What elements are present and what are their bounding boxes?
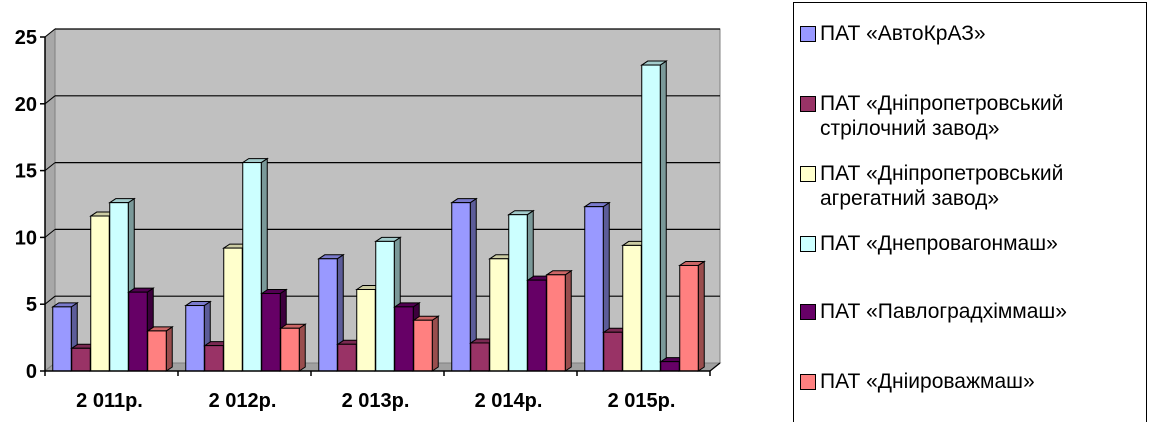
legend-item: ПАТ «Дніироважмаш» [800,369,1145,394]
gridline-side [44,162,56,171]
bar [184,300,212,372]
x-tick-labels: 2 011р. 2 012р. 2 013р. 2 014р. 2 015р. [76,390,675,412]
bar-side [564,269,572,372]
bar-front [375,240,395,372]
legend-swatch [800,26,816,42]
bar-front [508,214,528,372]
bar-front [71,347,91,372]
bar-front [147,330,167,372]
legend-label: ПАТ «Днепровагонмаш» [820,232,1058,255]
bar-side [298,323,306,372]
x-axis-end [709,362,721,372]
bar-front [128,291,148,372]
legend-item: ПАТ «Павлоградхіммаш» [800,299,1145,324]
gridline-side [44,295,56,305]
x-tick-label: 2 011р. [76,390,143,412]
bar-front [470,342,490,372]
bar-front [356,289,376,372]
legend-swatch [800,166,816,182]
bar [279,323,307,372]
bar [146,325,174,372]
bar-front [318,258,338,372]
bar [545,269,573,372]
legend-label: ПАТ «Павлоградхіммаш» [820,300,1067,323]
bar [640,60,668,372]
bar-front [489,258,509,372]
legend-swatch [800,304,816,320]
legend-item: ПАТ «Днепровагонмаш» [800,231,1145,256]
bar-front [185,305,205,372]
bar-front [261,293,281,372]
bar-front [90,215,110,372]
gridline-side [44,229,56,238]
bar-front [622,244,642,372]
y-tick-labels: 0 5 10 15 20 25 [15,27,37,383]
bar-front [337,343,357,372]
bar-front [280,327,300,372]
y-tick-label: 10 [15,227,37,249]
bar-front [451,202,471,372]
y-tick-label: 0 [26,361,37,383]
bar-front [660,361,680,372]
bar-side [659,60,667,372]
bar-front [52,306,72,372]
gridline-side [44,28,56,38]
bar-front [527,279,547,372]
bar [678,260,706,372]
x-tick-label: 2 014р. [475,390,543,412]
bar-front [204,345,224,372]
bar-front [223,247,243,372]
legend-label: ПАТ «Дніироважмаш» [820,370,1035,393]
bar-front [242,162,262,372]
legend-item: ПАТ «АвтоКрАЗ» [800,21,1145,46]
bar-front [546,274,566,372]
legend-swatch [800,236,816,252]
bar [412,315,440,372]
legend-item: ПАТ «Дніпропетровський агрегатний завод» [800,161,1145,211]
y-tick-label: 5 [26,294,37,316]
bars [51,60,706,372]
bar-side [697,260,705,372]
y-tick-label: 20 [15,94,37,116]
bar-front [584,206,604,372]
legend-swatch [800,96,816,112]
x-tick-label: 2 012р. [209,390,277,412]
legend-swatch [800,374,816,390]
bar-front [413,319,433,372]
legend-label: ПАТ «Дніпропетровський стрілочний завод» [820,92,1064,140]
bar-front [394,306,414,372]
y-tick-label: 15 [15,161,37,183]
x-tick-label: 2 015р. [608,390,676,412]
bar-front [603,331,623,372]
legend-item: ПАТ «Дніпропетровський стрілочний завод» [800,91,1145,141]
gridline-side [44,95,56,105]
legend-label: ПАТ «АвтоКрАЗ» [820,22,986,45]
bar-front [109,202,129,372]
axes [44,37,721,376]
bar-side [165,325,173,372]
bar-side [431,315,439,372]
bar-front [679,264,699,372]
y-tick-label: 25 [15,27,37,49]
legend-label: ПАТ «Дніпропетровський агрегатний завод» [820,162,1064,210]
bar [583,201,611,372]
bar-front [641,64,661,372]
legend: ПАТ «АвтоКрАЗ» ПАТ «Дніпропетровський ст… [793,2,1147,422]
x-tick-label: 2 013р. [342,390,410,412]
